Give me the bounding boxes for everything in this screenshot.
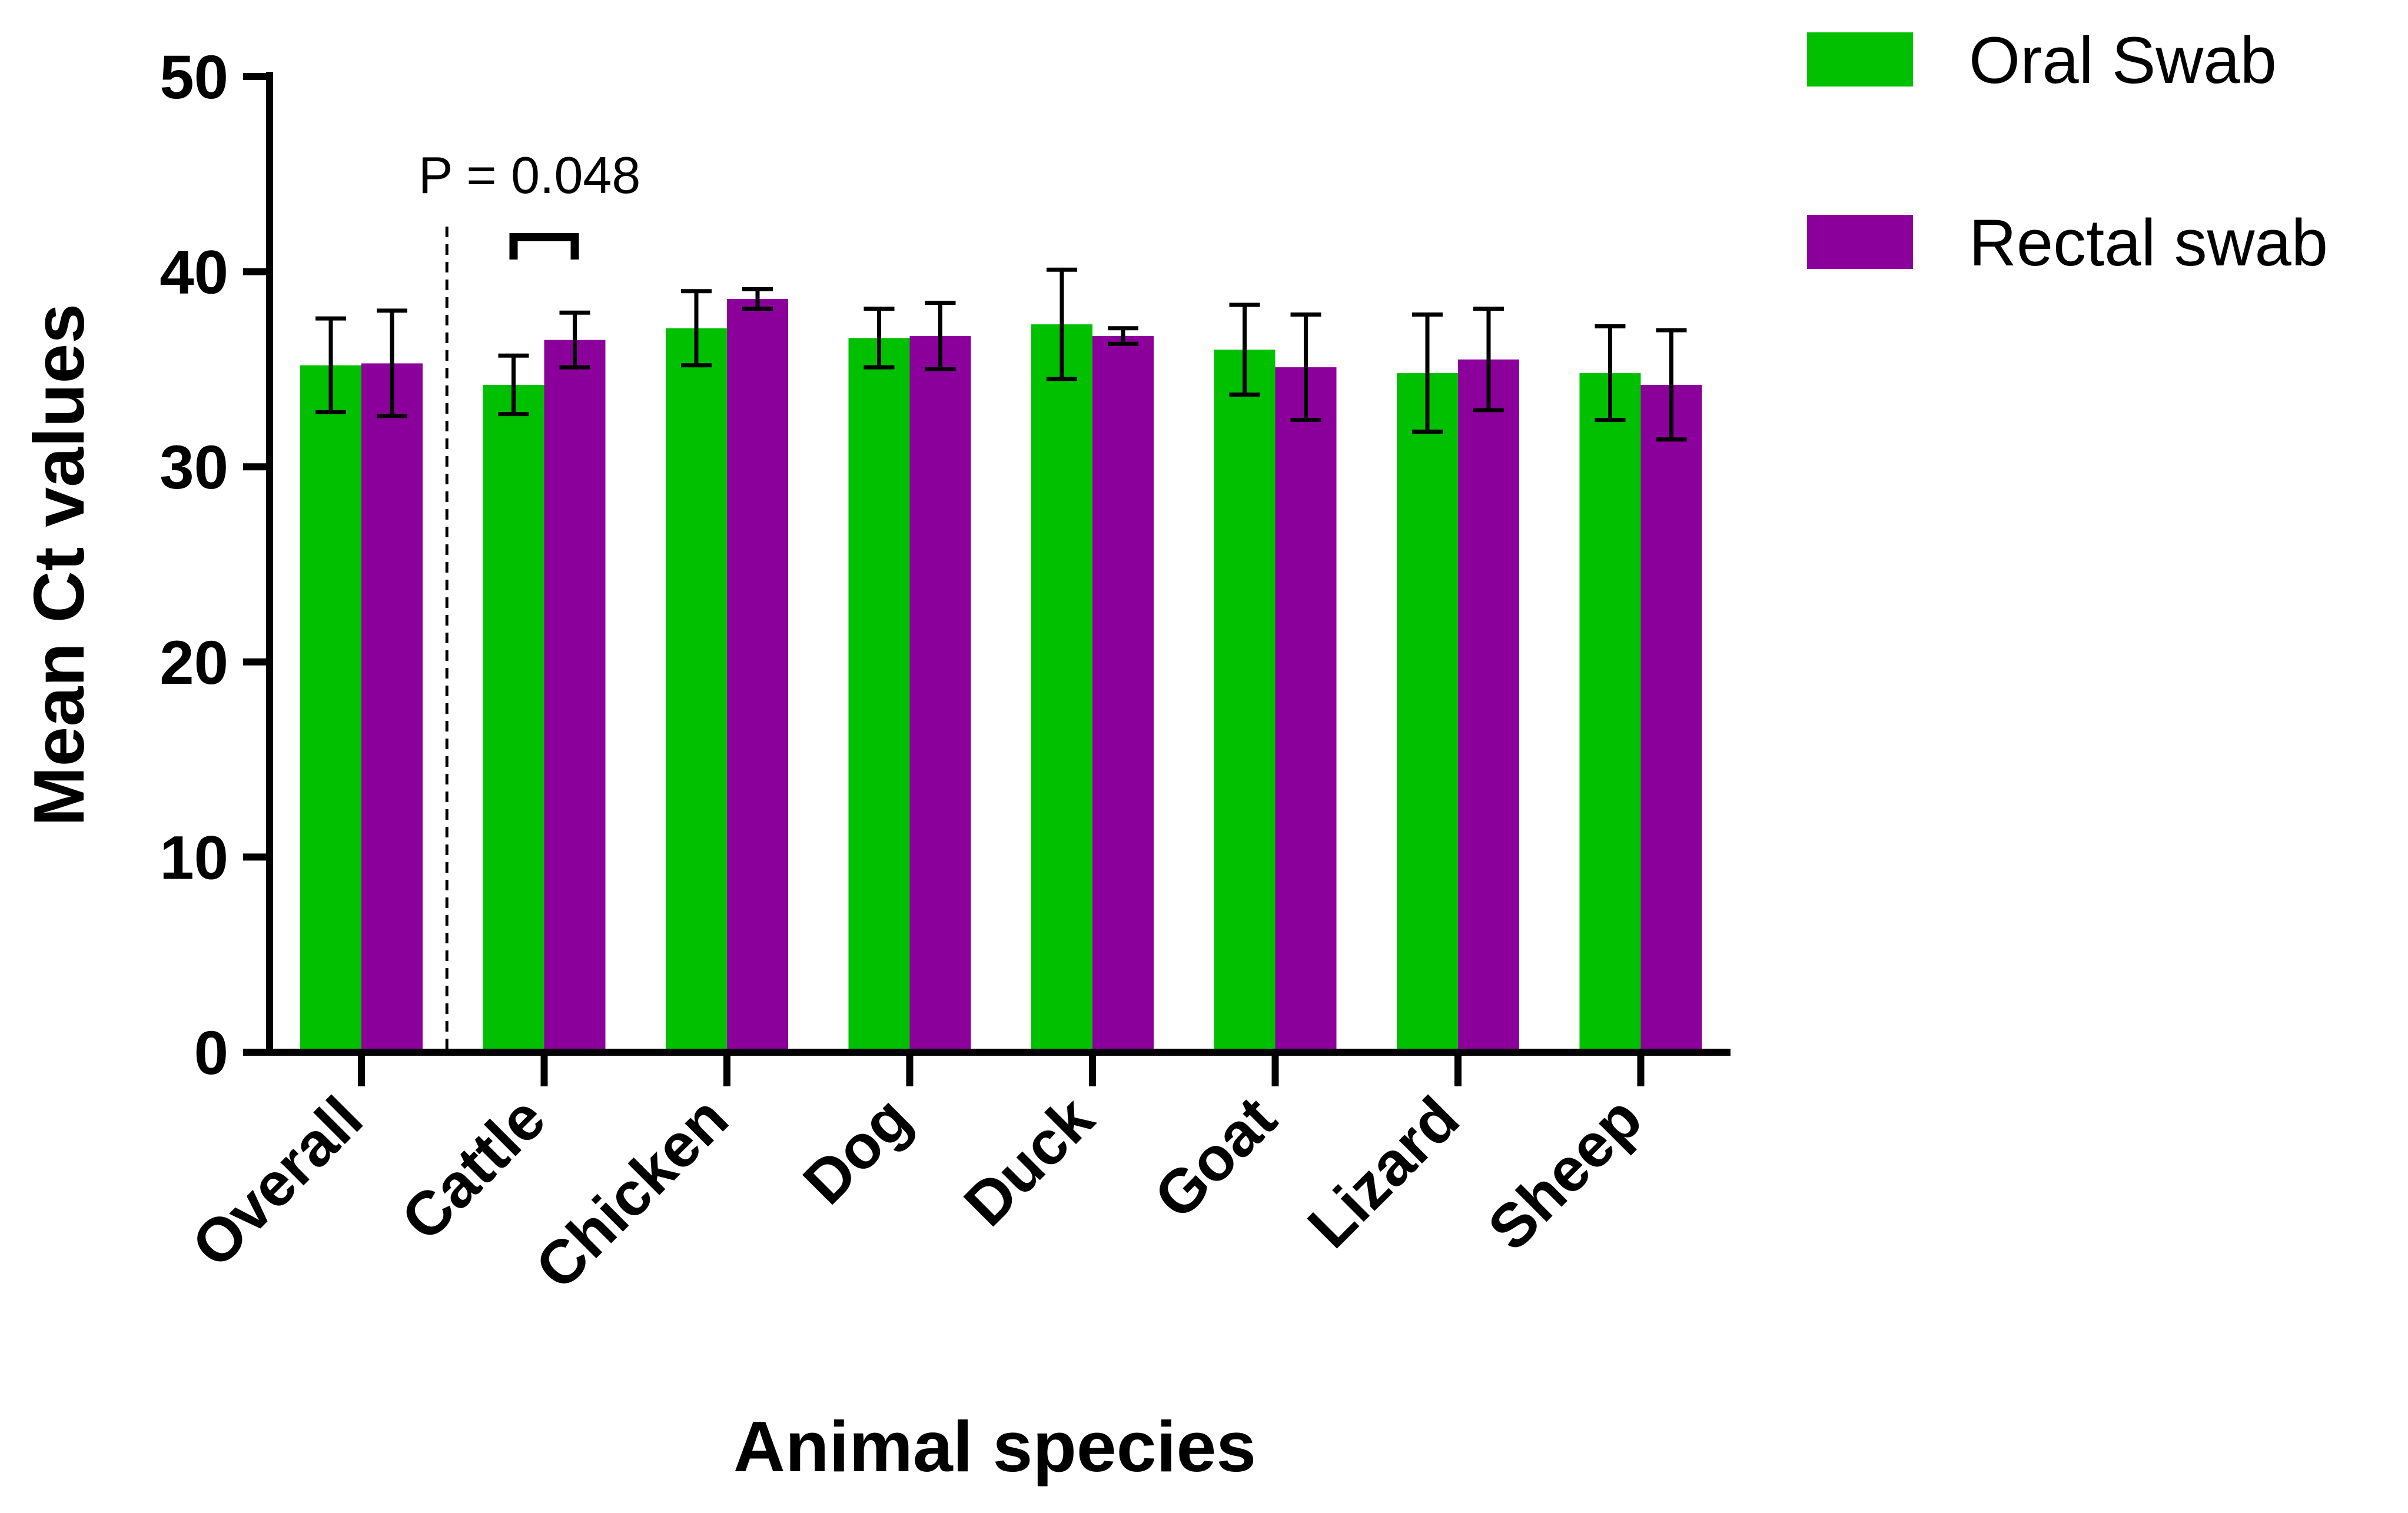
bar-rectal-swab-sheep (1640, 384, 1702, 1052)
error-bar-rectal-swab-lizard (1473, 307, 1504, 413)
y-axis-title: Mean Ct values (19, 304, 99, 826)
x-tick-label-duck: Duck (951, 1083, 1107, 1239)
bar-rectal-swab-duck (1092, 336, 1154, 1052)
bar-oral-swab-cattle (483, 384, 544, 1052)
y-tick-label-30: 30 (160, 433, 228, 502)
error-bar-rectal-swab-duck (1108, 326, 1138, 346)
error-bar-oral-swab-sheep (1595, 324, 1626, 423)
bar-rectal-swab-overall (361, 363, 423, 1052)
bar-rectal-swab-goat (1275, 367, 1337, 1052)
bar-oral-swab-lizard (1397, 373, 1458, 1052)
x-tick-label-lizard: Lizard (1295, 1084, 1472, 1261)
error-bar-rectal-swab-goat (1290, 312, 1321, 423)
x-tick-label-goat: Goat (1141, 1084, 1290, 1232)
error-bar-rectal-swab-overall (377, 308, 407, 418)
x-tick-label-overall: Overall (179, 1084, 376, 1281)
legend-swatch-rectal-swab (1807, 215, 1913, 269)
annotation-layer: P = 0.048 (419, 146, 641, 260)
legend: Oral Swab Rectal swab (1807, 24, 2328, 280)
error-bar-rectal-swab-cattle (559, 310, 590, 370)
bar-oral-swab-sheep (1579, 373, 1641, 1052)
x-axis-title: Animal species (733, 1406, 1256, 1487)
x-tick-label-sheep: Sheep (1475, 1084, 1655, 1264)
error-bar-rectal-swab-sheep (1656, 328, 1687, 442)
error-bar-oral-swab-chicken (681, 289, 712, 368)
y-tick-label-40: 40 (160, 238, 228, 307)
bar-oral-swab-overall (300, 365, 361, 1052)
bar-oral-swab-chicken (666, 328, 727, 1053)
error-bars-layer (315, 267, 1687, 442)
y-tick-label-20: 20 (160, 629, 228, 697)
error-bar-oral-swab-duck (1047, 267, 1077, 381)
bar-rectal-swab-dog (909, 336, 971, 1052)
y-tick-label-50: 50 (160, 43, 228, 112)
error-bar-oral-swab-overall (315, 316, 346, 414)
error-bar-oral-swab-lizard (1412, 312, 1443, 434)
error-bar-rectal-swab-chicken (742, 287, 773, 311)
error-bar-oral-swab-goat (1229, 302, 1260, 397)
y-tick-label-0: 0 (194, 1019, 228, 1088)
legend-label-oral-swab: Oral Swab (1969, 24, 2277, 97)
error-bar-oral-swab-dog (863, 307, 895, 370)
x-tick-label-cattle: Cattle (388, 1084, 559, 1254)
bar-oral-swab-goat (1214, 350, 1276, 1052)
y-tick-label-10: 10 (160, 823, 228, 892)
legend-label-rectal-swab: Rectal swab (1969, 206, 2328, 280)
significance-bracket (509, 233, 579, 260)
bar-oral-swab-duck (1031, 324, 1092, 1052)
p-value-annotation: P = 0.048 (419, 146, 641, 204)
bars-layer (300, 299, 1702, 1053)
bar-rectal-swab-lizard (1458, 359, 1519, 1052)
legend-swatch-oral-swab (1807, 32, 1913, 87)
error-bar-rectal-swab-dog (925, 301, 956, 371)
bar-oral-swab-dog (848, 338, 910, 1052)
x-tick-label-dog: Dog (791, 1084, 924, 1218)
bar-rectal-swab-cattle (544, 340, 606, 1053)
bar-rectal-swab-chicken (727, 299, 788, 1053)
error-bar-oral-swab-cattle (498, 353, 529, 417)
x-tick-label-chicken: Chicken (523, 1084, 742, 1303)
